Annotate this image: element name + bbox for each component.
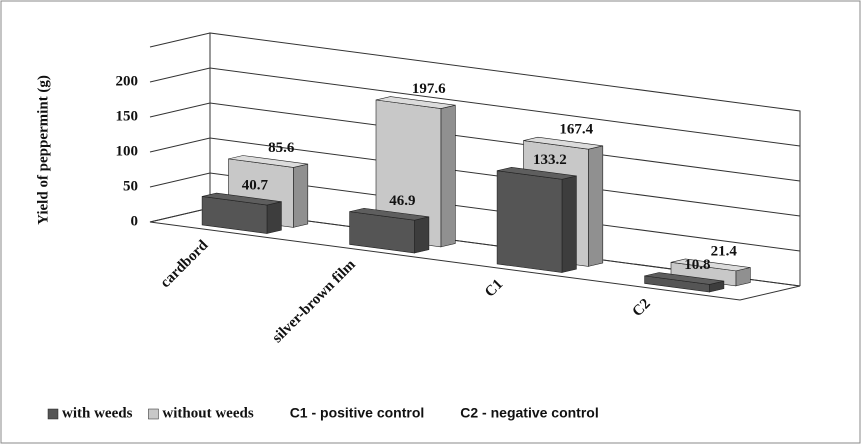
bar (349, 207, 430, 254)
bar (375, 96, 456, 248)
legend-swatch (148, 408, 159, 420)
bar (644, 272, 725, 293)
bar-side (293, 163, 309, 228)
bar-side (440, 104, 456, 248)
bar-top (202, 192, 282, 206)
bar-top (644, 272, 724, 285)
grid-line (149, 172, 801, 252)
legend-note: C2 - negative control (460, 405, 598, 421)
y-tick-label: 200 (116, 73, 139, 89)
y-tick-label: 0 (131, 213, 139, 229)
grid-line (149, 67, 801, 147)
bar (496, 167, 577, 273)
bar-top (497, 167, 577, 180)
side-wall-edge (149, 32, 211, 48)
y-tick-label: 100 (116, 143, 139, 159)
bar-top (375, 96, 456, 109)
bar-side (561, 175, 577, 273)
bar-side (588, 145, 604, 267)
data-label: 10.8 (684, 257, 710, 273)
data-label: 21.4 (711, 243, 738, 259)
back-wall-edge (209, 32, 801, 286)
data-label: 85.6 (268, 140, 295, 156)
grid-line (149, 137, 801, 217)
legend-label: with weeds (62, 405, 133, 421)
bar-top (670, 258, 751, 272)
data-label: 133.2 (533, 152, 567, 168)
grid-line (149, 102, 801, 182)
bar (201, 192, 282, 234)
bar-top (228, 155, 308, 168)
y-tick-label: 50 (123, 178, 138, 194)
bar-top (349, 207, 429, 221)
bar (670, 258, 751, 287)
bar-side (266, 201, 282, 234)
y-tick-label: 150 (116, 108, 139, 124)
bar-front (496, 170, 563, 273)
data-label: 40.7 (242, 178, 269, 194)
data-label: 167.4 (559, 122, 593, 138)
data-label: 197.6 (412, 81, 446, 97)
bar-top (523, 136, 603, 150)
data-label: 46.9 (389, 193, 415, 209)
y-axis-label: Yield of peppermint (g) (35, 75, 51, 225)
legend-label: without weeds (162, 405, 253, 421)
legend-swatch (47, 408, 59, 420)
legend-note: C1 - positive control (290, 405, 425, 421)
bar-side (414, 216, 430, 254)
